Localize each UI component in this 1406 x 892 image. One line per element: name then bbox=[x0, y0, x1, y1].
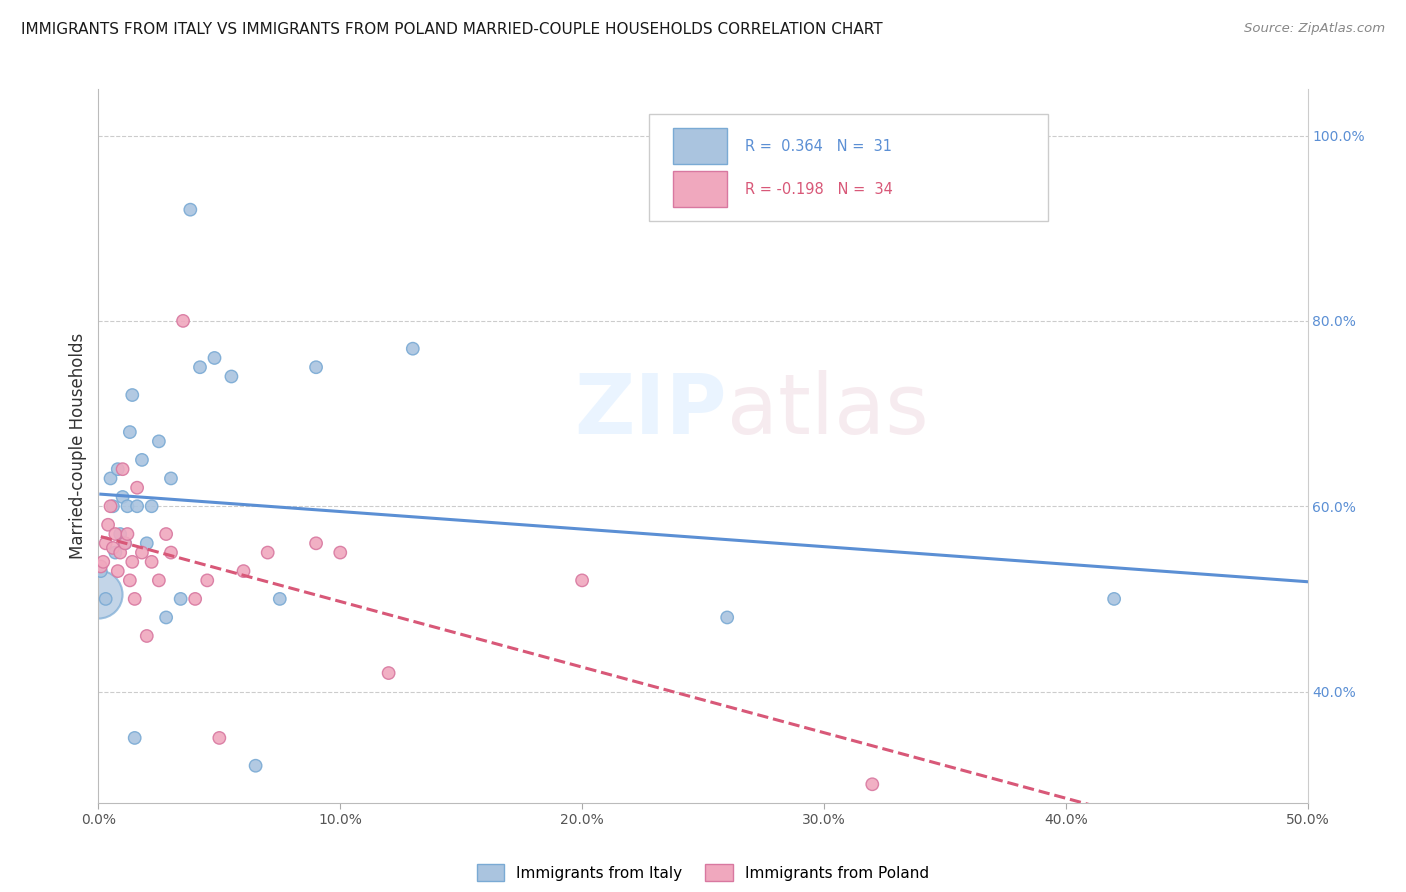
Point bbox=[127, 481, 149, 495]
Point bbox=[104, 527, 127, 541]
Point bbox=[94, 536, 117, 550]
Point bbox=[204, 351, 226, 365]
Point bbox=[155, 610, 177, 624]
Point bbox=[860, 777, 883, 791]
Point bbox=[221, 369, 243, 384]
Point bbox=[100, 500, 122, 514]
Point bbox=[188, 360, 211, 375]
Point bbox=[118, 425, 141, 439]
Point bbox=[94, 591, 117, 606]
Point bbox=[402, 342, 425, 356]
Point bbox=[100, 471, 122, 485]
Point bbox=[256, 545, 278, 559]
Point bbox=[107, 564, 129, 578]
Point bbox=[114, 536, 136, 550]
Y-axis label: Married-couple Households: Married-couple Households bbox=[69, 333, 87, 559]
Point bbox=[90, 559, 112, 574]
Point bbox=[101, 500, 124, 514]
Text: IMMIGRANTS FROM ITALY VS IMMIGRANTS FROM POLAND MARRIED-COUPLE HOUSEHOLDS CORREL: IMMIGRANTS FROM ITALY VS IMMIGRANTS FROM… bbox=[21, 22, 883, 37]
Point bbox=[90, 564, 112, 578]
Point bbox=[121, 388, 143, 402]
Point bbox=[131, 453, 153, 467]
Point bbox=[148, 574, 170, 588]
Point bbox=[97, 517, 120, 532]
Point bbox=[172, 314, 194, 328]
Point bbox=[305, 536, 328, 550]
Point bbox=[104, 545, 127, 559]
Point bbox=[148, 434, 170, 449]
FancyBboxPatch shape bbox=[648, 114, 1047, 221]
Point bbox=[107, 462, 129, 476]
Point bbox=[108, 527, 131, 541]
Point bbox=[208, 731, 231, 745]
Point bbox=[127, 500, 149, 514]
Point bbox=[305, 360, 328, 375]
Point bbox=[184, 591, 207, 606]
FancyBboxPatch shape bbox=[673, 171, 727, 207]
Point bbox=[571, 574, 593, 588]
Point bbox=[329, 545, 352, 559]
Point bbox=[87, 587, 110, 601]
Point bbox=[111, 490, 134, 504]
Point bbox=[108, 545, 131, 559]
Legend: Immigrants from Italy, Immigrants from Poland: Immigrants from Italy, Immigrants from P… bbox=[477, 864, 929, 880]
Point bbox=[716, 610, 738, 624]
Point bbox=[141, 555, 163, 569]
Point bbox=[117, 500, 139, 514]
Point bbox=[160, 471, 183, 485]
Point bbox=[91, 555, 114, 569]
FancyBboxPatch shape bbox=[673, 128, 727, 164]
Point bbox=[1102, 591, 1125, 606]
Point bbox=[135, 536, 157, 550]
Text: ZIP: ZIP bbox=[575, 370, 727, 450]
Point bbox=[141, 500, 163, 514]
Point bbox=[377, 666, 399, 681]
Text: R =  0.364   N =  31: R = 0.364 N = 31 bbox=[745, 139, 893, 153]
Point bbox=[124, 731, 146, 745]
Text: R = -0.198   N =  34: R = -0.198 N = 34 bbox=[745, 182, 893, 196]
Point bbox=[114, 536, 136, 550]
Point bbox=[160, 545, 183, 559]
Text: Source: ZipAtlas.com: Source: ZipAtlas.com bbox=[1244, 22, 1385, 36]
Point bbox=[269, 591, 291, 606]
Point bbox=[124, 591, 146, 606]
Point bbox=[131, 545, 153, 559]
Point bbox=[245, 758, 267, 772]
Point bbox=[121, 555, 143, 569]
Point bbox=[169, 591, 191, 606]
Point bbox=[111, 462, 134, 476]
Point bbox=[117, 527, 139, 541]
Point bbox=[155, 527, 177, 541]
Point bbox=[179, 202, 201, 217]
Point bbox=[135, 629, 157, 643]
Point bbox=[232, 564, 254, 578]
Point bbox=[118, 574, 141, 588]
Text: atlas: atlas bbox=[727, 370, 929, 450]
Point bbox=[1054, 805, 1077, 819]
Point bbox=[195, 574, 218, 588]
Point bbox=[101, 541, 124, 555]
